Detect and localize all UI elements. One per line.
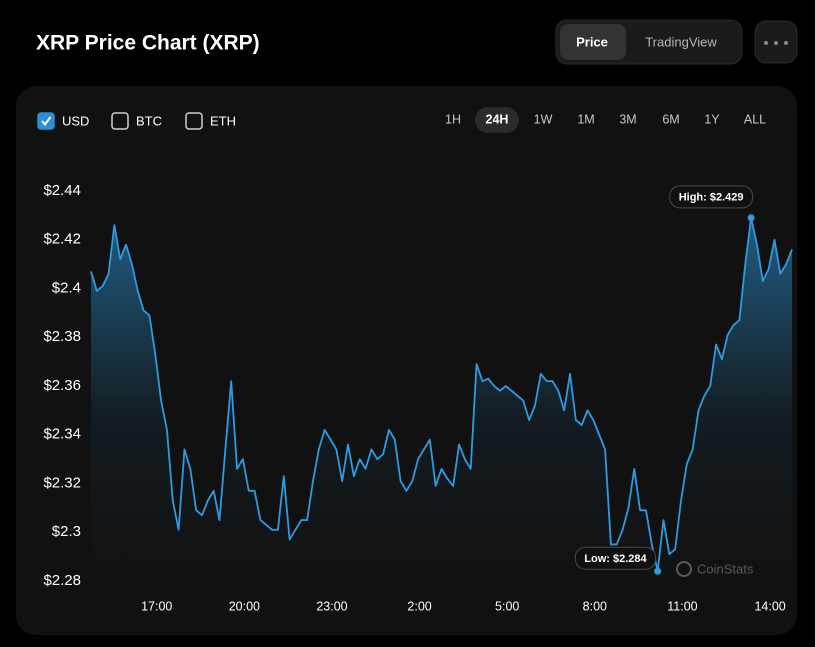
timeframe[interactable]: 1Y bbox=[704, 112, 720, 126]
annotation-point bbox=[654, 567, 662, 575]
x-tick-label: 5:00 bbox=[495, 599, 519, 613]
annotation: Low: $2.284 bbox=[574, 546, 657, 570]
y-tick-label: $2.38 bbox=[43, 328, 81, 345]
check-mark bbox=[41, 116, 52, 127]
x-tick-label: 14:00 bbox=[754, 599, 785, 613]
x-tick-label: 11:00 bbox=[667, 599, 697, 613]
timeframe[interactable]: 1H bbox=[445, 112, 461, 126]
timeframe-active-bg bbox=[475, 107, 519, 133]
tab[interactable]: Price bbox=[576, 34, 608, 49]
more-dot bbox=[764, 41, 768, 45]
x-tick-label: 17:00 bbox=[141, 599, 172, 613]
y-tick-label: $2.36 bbox=[43, 377, 81, 394]
timeframe[interactable]: 1W bbox=[534, 112, 553, 126]
timeframe[interactable]: ALL bbox=[744, 112, 766, 126]
y-tick-label: $2.34 bbox=[43, 426, 81, 443]
price-line bbox=[90, 216, 793, 573]
timeframe[interactable]: 3M bbox=[619, 112, 636, 126]
x-tick-label: 2:00 bbox=[407, 599, 431, 613]
x-tick-label: 20:00 bbox=[229, 599, 260, 613]
y-tick-label: $2.3 bbox=[52, 523, 81, 540]
tab[interactable]: TradingView bbox=[645, 34, 717, 49]
checkbox[interactable] bbox=[37, 112, 55, 130]
y-tick-label: $2.28 bbox=[43, 572, 81, 589]
annotation-bg bbox=[669, 185, 754, 209]
timeframe[interactable]: 1M bbox=[577, 112, 594, 126]
annotation-label: High: $2.429 bbox=[679, 192, 744, 204]
tab-active-bg bbox=[560, 24, 626, 60]
page-title: XRP Price Chart (XRP) bbox=[36, 32, 260, 55]
annotation: High: $2.429 bbox=[669, 185, 754, 209]
timeframe[interactable]: 6M bbox=[662, 112, 679, 126]
annotation-bg bbox=[574, 546, 657, 570]
more-dot bbox=[774, 41, 778, 45]
y-tick-label: $2.42 bbox=[43, 231, 81, 248]
timeframe[interactable]: 24H bbox=[486, 112, 509, 126]
annotation-label: Low: $2.284 bbox=[584, 553, 647, 565]
currency-label[interactable]: USD bbox=[62, 113, 89, 128]
checkbox[interactable] bbox=[111, 112, 129, 130]
currency-label[interactable]: BTC bbox=[136, 113, 162, 128]
x-tick-label: 23:00 bbox=[316, 599, 347, 613]
currency-label[interactable]: ETH bbox=[210, 113, 236, 128]
y-tick-label: $2.44 bbox=[43, 182, 81, 199]
more-dot bbox=[784, 41, 788, 45]
annotation-point bbox=[747, 214, 755, 222]
watermark-icon bbox=[676, 561, 692, 577]
area bbox=[91, 217, 792, 581]
watermark: CoinStats bbox=[697, 561, 754, 576]
checkbox[interactable] bbox=[185, 112, 203, 130]
y-tick-label: $2.4 bbox=[52, 279, 81, 296]
y-tick-label: $2.32 bbox=[43, 474, 81, 491]
x-tick-label: 8:00 bbox=[583, 599, 607, 613]
